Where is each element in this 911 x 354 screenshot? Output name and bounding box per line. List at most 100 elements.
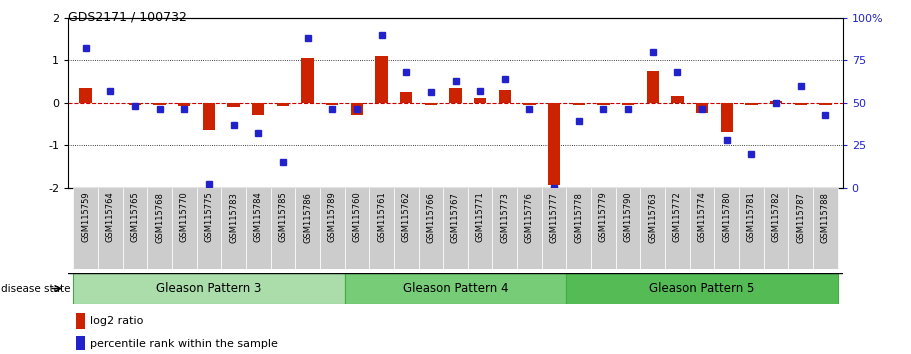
Text: GSM115760: GSM115760 <box>353 192 362 242</box>
Bar <box>819 103 832 105</box>
Text: percentile rank within the sample: percentile rank within the sample <box>90 339 278 349</box>
Bar <box>567 273 838 304</box>
Text: GSM115782: GSM115782 <box>772 192 781 242</box>
Text: GSM115773: GSM115773 <box>500 192 509 242</box>
Bar <box>622 103 634 105</box>
Bar <box>690 188 714 269</box>
Bar <box>73 188 97 269</box>
Bar <box>696 103 708 113</box>
Text: GSM115783: GSM115783 <box>229 192 238 242</box>
Bar <box>745 103 758 105</box>
Text: GDS2171 / 100732: GDS2171 / 100732 <box>68 11 187 24</box>
Bar <box>97 188 123 269</box>
Bar <box>153 103 166 105</box>
Bar <box>770 101 783 103</box>
Bar <box>474 98 486 103</box>
Bar <box>123 188 148 269</box>
Text: GSM115761: GSM115761 <box>377 192 386 242</box>
Text: GSM115762: GSM115762 <box>402 192 411 242</box>
Text: GSM115771: GSM115771 <box>476 192 485 242</box>
Bar <box>498 90 511 103</box>
Text: GSM115767: GSM115767 <box>451 192 460 242</box>
Bar <box>671 96 683 103</box>
Text: log2 ratio: log2 ratio <box>90 316 143 326</box>
Bar <box>647 71 659 103</box>
Bar <box>788 188 814 269</box>
Bar <box>548 103 560 185</box>
Bar <box>228 103 240 107</box>
Bar <box>73 273 344 304</box>
Text: Gleason Pattern 3: Gleason Pattern 3 <box>156 282 261 295</box>
Text: GSM115789: GSM115789 <box>328 192 337 242</box>
Text: GSM115777: GSM115777 <box>549 192 558 242</box>
Text: Gleason Pattern 5: Gleason Pattern 5 <box>650 282 755 295</box>
Bar <box>763 188 788 269</box>
Bar <box>542 188 567 269</box>
Text: Gleason Pattern 4: Gleason Pattern 4 <box>403 282 508 295</box>
Text: GSM115774: GSM115774 <box>698 192 707 242</box>
Bar <box>77 313 86 329</box>
Bar <box>616 188 640 269</box>
Bar <box>344 188 369 269</box>
Text: GSM115785: GSM115785 <box>279 192 287 242</box>
Bar <box>591 188 616 269</box>
Bar <box>326 103 338 105</box>
Bar <box>714 188 739 269</box>
Bar <box>493 188 517 269</box>
Bar <box>567 188 591 269</box>
Bar <box>523 103 536 105</box>
Bar <box>320 188 344 269</box>
Text: GSM115786: GSM115786 <box>303 192 312 242</box>
Bar <box>77 336 86 350</box>
Bar <box>197 188 221 269</box>
Bar <box>221 188 246 269</box>
Text: GSM115779: GSM115779 <box>599 192 608 242</box>
Bar <box>794 103 807 105</box>
Bar <box>271 188 295 269</box>
Text: GSM115787: GSM115787 <box>796 192 805 242</box>
Text: GSM115764: GSM115764 <box>106 192 115 242</box>
Text: GSM115778: GSM115778 <box>574 192 583 242</box>
Bar <box>721 103 733 132</box>
Text: GSM115788: GSM115788 <box>821 192 830 242</box>
Bar <box>351 103 363 115</box>
Text: GSM115759: GSM115759 <box>81 192 90 242</box>
Bar <box>128 103 141 105</box>
Bar <box>640 188 665 269</box>
Text: GSM115781: GSM115781 <box>747 192 756 242</box>
Text: GSM115770: GSM115770 <box>179 192 189 242</box>
Bar <box>394 188 418 269</box>
Text: GSM115776: GSM115776 <box>525 192 534 242</box>
Bar <box>375 56 388 103</box>
Bar <box>246 188 271 269</box>
Bar <box>425 103 437 105</box>
Bar <box>172 188 197 269</box>
Text: GSM115784: GSM115784 <box>253 192 262 242</box>
Bar <box>665 188 690 269</box>
Text: GSM115766: GSM115766 <box>426 192 435 242</box>
Bar <box>573 103 585 105</box>
Text: GSM115768: GSM115768 <box>155 192 164 242</box>
Bar <box>400 92 413 103</box>
Bar <box>252 103 264 115</box>
Bar <box>814 188 838 269</box>
Text: GSM115772: GSM115772 <box>673 192 682 242</box>
Bar <box>148 188 172 269</box>
Bar <box>598 103 609 105</box>
Bar <box>468 188 493 269</box>
Bar <box>79 88 92 103</box>
Text: GSM115775: GSM115775 <box>204 192 213 242</box>
Text: GSM115763: GSM115763 <box>649 192 658 242</box>
Bar <box>178 103 190 106</box>
Text: disease state: disease state <box>1 284 70 293</box>
Bar <box>344 273 567 304</box>
Bar <box>277 103 289 106</box>
Bar <box>517 188 542 269</box>
Bar <box>369 188 394 269</box>
Bar <box>302 58 313 103</box>
Text: GSM115765: GSM115765 <box>130 192 139 242</box>
Bar <box>295 188 320 269</box>
Bar <box>443 188 468 269</box>
Bar <box>418 188 443 269</box>
Bar <box>739 188 763 269</box>
